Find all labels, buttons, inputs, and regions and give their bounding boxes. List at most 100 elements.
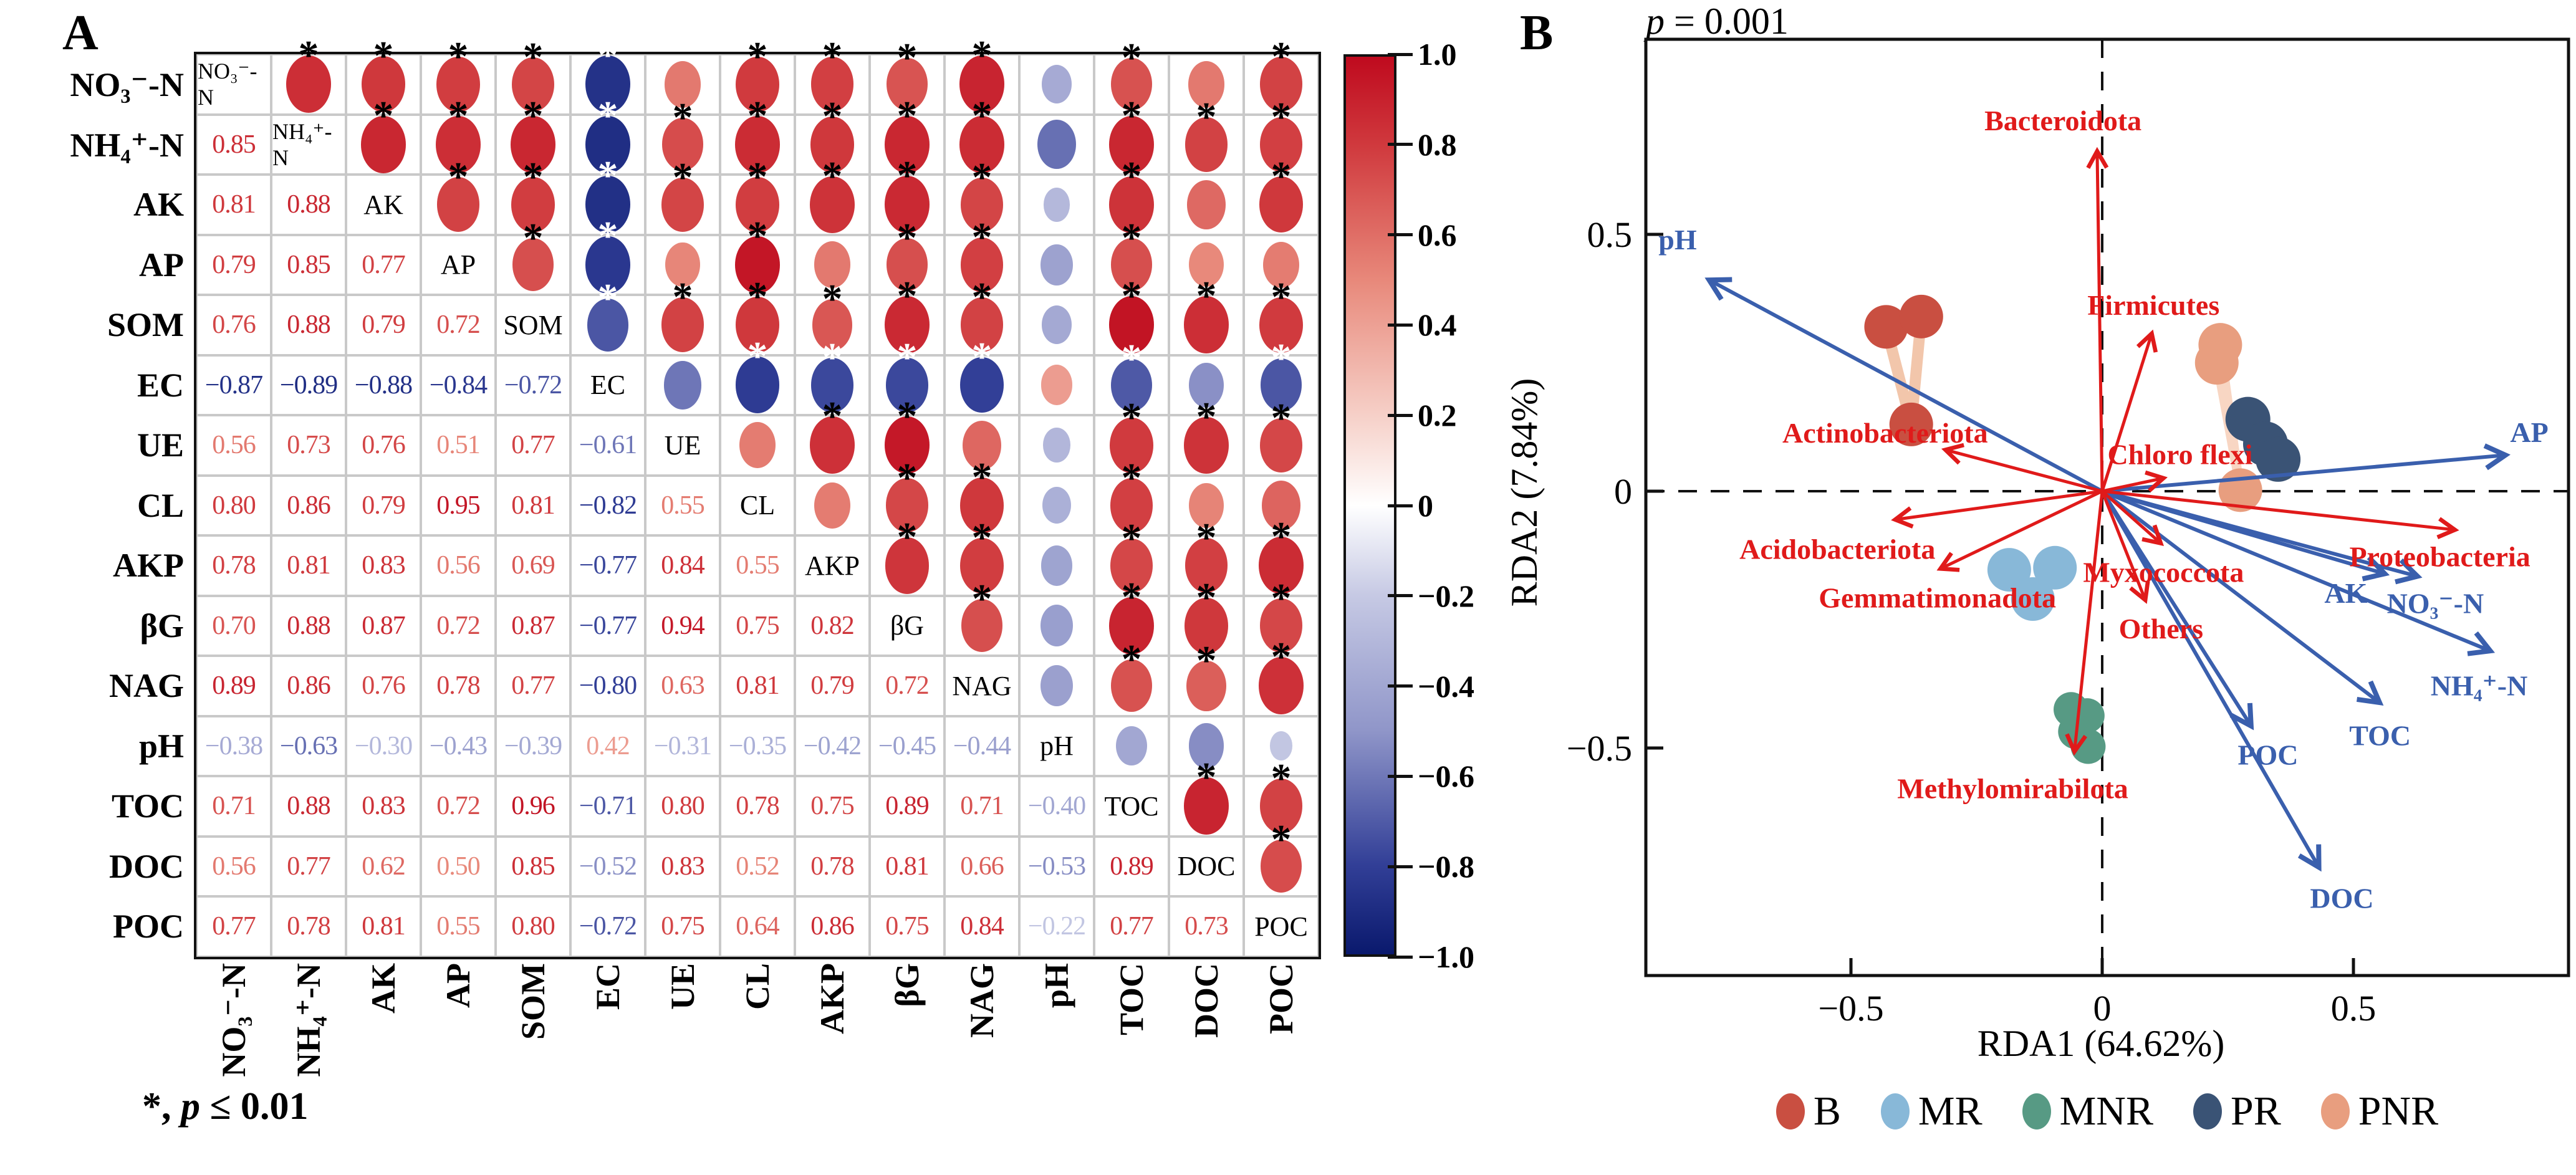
sample-point-PR (2256, 436, 2301, 482)
matrix-cell (1244, 234, 1319, 295)
env-arrow-AP (2102, 443, 2511, 493)
matrix-cell: 0.85 (271, 234, 346, 295)
matrix-cell: −0.82 (570, 475, 645, 535)
correlation-value: 0.84 (960, 912, 1004, 941)
matrix-row-label: DOC (109, 847, 184, 885)
matrix-cell: * (570, 155, 645, 235)
matrix-cell: * (570, 35, 645, 115)
matrix-cell (795, 475, 870, 535)
env-label-TOC: TOC (2349, 719, 2411, 751)
matrix-cell: * (795, 278, 870, 355)
matrix-cell: * (870, 218, 944, 295)
matrix-cell: 0.52 (720, 836, 795, 896)
matrix-cell (1019, 535, 1094, 596)
correlation-value: 0.69 (511, 551, 555, 580)
matrix-cell: * (645, 97, 720, 175)
matrix-cell: −0.53 (1019, 836, 1094, 896)
colorbar-tick (1388, 774, 1413, 778)
matrix-cell: −0.80 (570, 656, 645, 716)
correlation-ellipse (1187, 180, 1226, 229)
correlation-value: 0.89 (212, 671, 256, 701)
correlation-value: 0.51 (436, 431, 480, 460)
correlation-ellipse (1188, 482, 1224, 528)
sample-point-B (1889, 402, 1933, 446)
correlation-value: 0.66 (960, 851, 1004, 881)
matrix-cell: 0.81 (870, 836, 944, 896)
matrix-cell: DOC (1169, 836, 1244, 896)
env-label-DOC: DOC (2310, 883, 2373, 914)
correlation-value: 0.79 (810, 671, 854, 701)
matrix-cell (645, 355, 720, 415)
phylum-label-Acidobacteriota: Acidobacteriota (1739, 533, 1935, 565)
correlation-value: −0.22 (1027, 912, 1086, 941)
correlation-ellipse (1116, 726, 1147, 766)
x-tick-label: 0.5 (2331, 988, 2377, 1029)
diagonal-variable-label: NAG (952, 670, 1012, 701)
correlation-ellipse (663, 360, 702, 410)
colorbar-tick-label: 0.6 (1418, 217, 1457, 252)
colorbar-tick (1388, 323, 1413, 327)
matrix-cell: POC (1244, 896, 1319, 957)
correlation-ellipse (1040, 665, 1073, 707)
correlation-value: 0.77 (212, 912, 256, 941)
correlation-value: 0.88 (287, 190, 330, 219)
correlation-ellipse: * (885, 337, 929, 413)
matrix-cell: 0.76 (346, 415, 421, 476)
correlation-ellipse (1043, 187, 1070, 222)
matrix-cell: 0.85 (196, 114, 271, 175)
correlation-value: 0.89 (885, 792, 929, 821)
correlation-ellipse (1042, 487, 1072, 524)
legend-item-PR: PR (2193, 1088, 2281, 1135)
matrix-cell: * (1244, 516, 1319, 596)
colorbar-tick-label: −0.2 (1418, 578, 1474, 613)
matrix-cell: 0.84 (944, 896, 1019, 957)
correlation-value: 0.75 (736, 611, 779, 640)
matrix-cell: −0.43 (421, 716, 496, 776)
correlation-value: −0.43 (429, 731, 488, 760)
matrix-cell (1019, 295, 1094, 355)
correlation-value: −0.45 (878, 731, 936, 760)
correlation-value: 0.71 (212, 792, 256, 821)
diagonal-variable-label: AK (363, 189, 403, 220)
colorbar-tick-label: −0.6 (1418, 759, 1474, 794)
matrix-cell (1169, 54, 1244, 115)
matrix-cell: −0.52 (570, 836, 645, 896)
legend-item-MNR: MNR (2022, 1088, 2153, 1135)
correlation-ellipse (664, 60, 701, 108)
correlation-value: 0.50 (436, 851, 480, 881)
correlation-value: 0.75 (885, 912, 929, 941)
correlation-value: −0.72 (579, 912, 637, 941)
diagonal-variable-label: βG (890, 610, 925, 641)
matrix-cell: EC (570, 355, 645, 415)
matrix-cell: 0.83 (645, 836, 720, 896)
matrix-cell: 0.56 (196, 836, 271, 896)
correlation-ellipse: * (959, 95, 1004, 173)
correlation-value: 0.77 (511, 431, 555, 460)
correlation-value: 0.77 (1110, 912, 1153, 941)
correlation-value: −0.71 (579, 792, 637, 821)
correlation-value: 0.42 (586, 731, 630, 760)
correlation-ellipse (1037, 120, 1076, 170)
matrix-cell: 0.88 (271, 295, 346, 355)
matrix-cell: * (496, 36, 570, 115)
matrix-cell: * (944, 216, 1019, 295)
correlation-ellipse (1189, 242, 1224, 287)
matrix-cell: 0.69 (496, 535, 570, 596)
correlation-ellipse: * (585, 155, 630, 234)
env-label-AP: AP (2510, 416, 2548, 448)
rda-biplot: −0.5 0 0.5 0.5 0 −0.5 pH AP AK NO₃⁻-N NH₄⁺-N TOC POC… (1567, 37, 2570, 1029)
matrix-row-label: NO₃⁻-N (70, 66, 184, 104)
matrix-cell (1019, 175, 1094, 235)
diagonal-variable-label: AKP (804, 550, 860, 581)
diagonal-variable-label: pH (1040, 731, 1074, 762)
matrix-cell: −0.87 (196, 355, 271, 415)
correlation-ellipse (1041, 65, 1072, 104)
matrix-cell: * (1244, 96, 1319, 175)
correlation-ellipse (814, 482, 850, 529)
matrix-cell: * (795, 95, 870, 175)
matrix-cell: −0.72 (570, 896, 645, 957)
matrix-cell: * (496, 156, 570, 235)
correlation-ellipse: * (585, 35, 630, 113)
panel-b-label: B (1520, 6, 1554, 60)
y-tick-label: 0.5 (1587, 214, 1633, 255)
